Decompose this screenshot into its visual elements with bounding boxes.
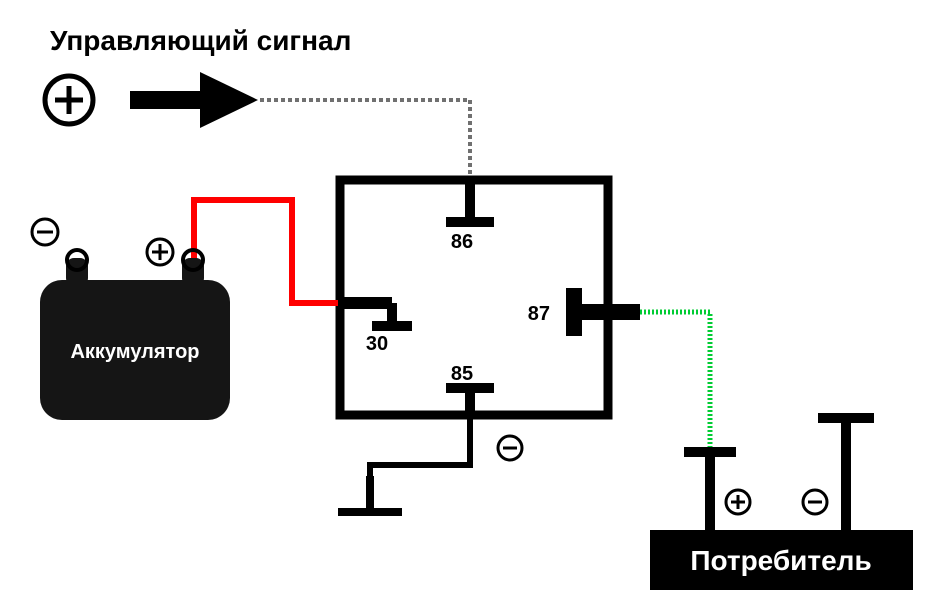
wire-85-ground (370, 415, 470, 512)
relay-ground-minus-symbol (498, 436, 522, 460)
relay-pin-86 (446, 184, 494, 222)
ground-symbol-85 (338, 476, 402, 512)
consumer-plus-symbol (726, 490, 750, 514)
signal-plus-symbol (45, 76, 93, 124)
wire-87-to-consumer (640, 312, 710, 526)
battery-minus-symbol (32, 219, 58, 245)
relay-pin-85-label: 85 (451, 363, 473, 385)
signal-arrow-icon (130, 72, 258, 128)
battery-label: Аккумулятор (70, 341, 199, 363)
consumer-box: Потребитель (650, 530, 913, 590)
wire-signal-gray (260, 100, 470, 178)
title-text: Управляющий сигнал (50, 25, 351, 56)
relay-pin-87-label: 87 (528, 303, 550, 325)
relay-pin-85 (446, 388, 494, 411)
consumer-minus-symbol (803, 490, 827, 514)
relay-pin-30-label: 30 (366, 333, 388, 355)
relay-pin-30 (344, 303, 412, 326)
battery-plus-symbol (147, 239, 173, 265)
relay-pin-86-label: 86 (451, 231, 473, 253)
consumer-post-plus (684, 452, 736, 530)
consumer-post-minus (818, 418, 874, 530)
battery-box: Аккумулятор (40, 250, 230, 420)
consumer-label: Потребитель (690, 545, 871, 576)
